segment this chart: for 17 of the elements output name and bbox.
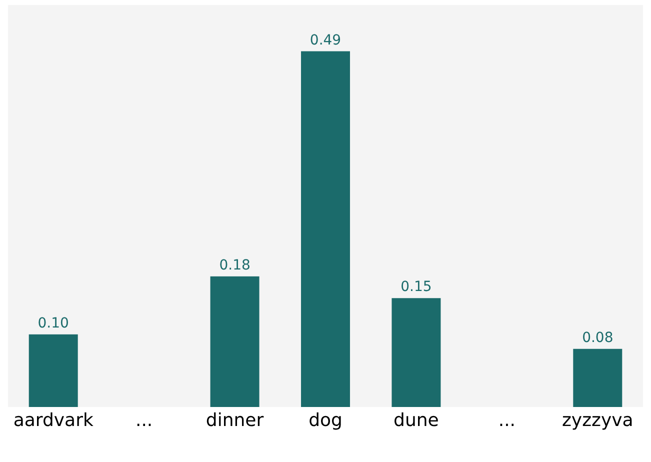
x-tick-label: dinner xyxy=(206,410,264,431)
data-label: 0.15 xyxy=(400,279,432,296)
x-tick-label: dune xyxy=(394,410,439,431)
x-tick-label: aardvark xyxy=(13,410,94,431)
data-label: 0.49 xyxy=(310,32,342,48)
bar xyxy=(301,51,350,407)
data-label: 0.18 xyxy=(219,257,250,274)
data-label: 0.08 xyxy=(582,330,614,346)
bar xyxy=(573,348,622,407)
x-tick-label: dog xyxy=(308,410,342,431)
data-label: 0.10 xyxy=(38,315,69,332)
bar xyxy=(210,276,260,407)
x-tick-label: ... xyxy=(135,410,153,431)
bar xyxy=(392,298,441,407)
x-tick-label: ... xyxy=(498,410,516,431)
x-tick-label: zyzzyva xyxy=(562,410,634,431)
bar xyxy=(28,334,78,407)
